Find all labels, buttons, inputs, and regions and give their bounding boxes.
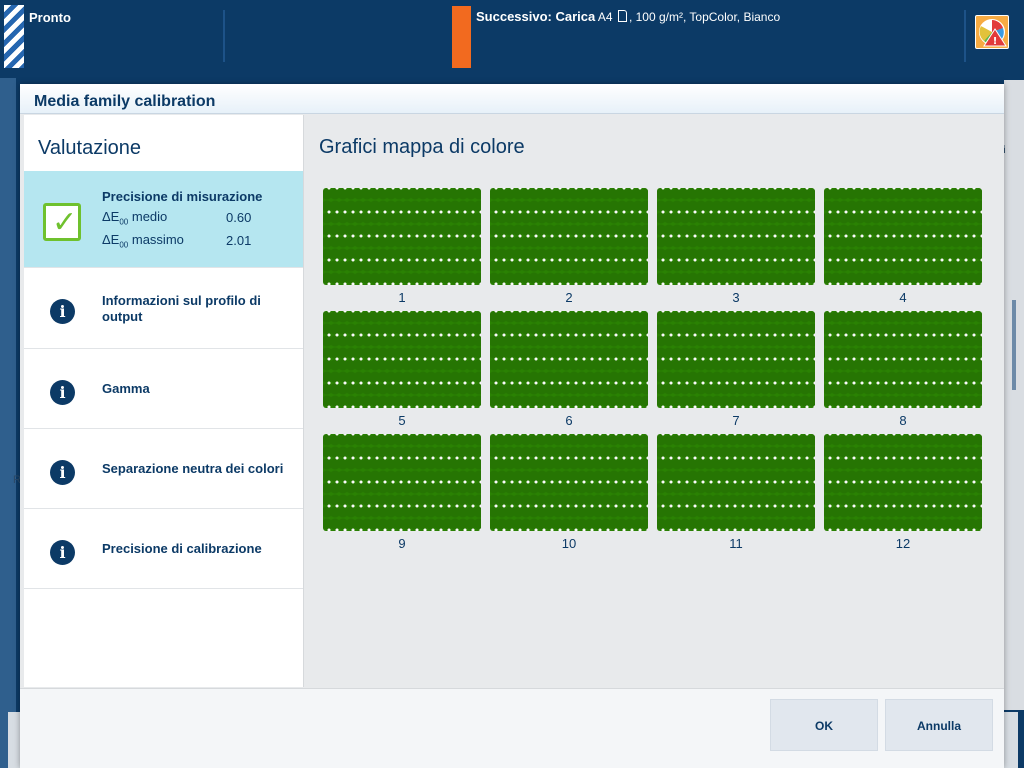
next-job-label: Successivo: Carica xyxy=(476,9,596,24)
chart-pattern xyxy=(490,188,648,285)
chart-pattern xyxy=(490,311,648,408)
background-panel xyxy=(1004,80,1024,710)
color-map-chart[interactable] xyxy=(323,434,481,531)
eval-item-gamut[interactable]: i Gamma xyxy=(24,349,303,429)
svg-text:!: ! xyxy=(993,36,998,47)
calibration-dialog: Media family calibration Valutazione ✓ P… xyxy=(20,84,1004,768)
divider xyxy=(964,10,966,62)
color-map-chart[interactable] xyxy=(323,188,481,285)
color-map-chart[interactable] xyxy=(657,434,815,531)
metric-label: ΔE00 massimo xyxy=(102,232,184,250)
color-map-chart[interactable] xyxy=(323,311,481,408)
chart-pattern xyxy=(323,311,481,408)
chart-pattern xyxy=(824,188,982,285)
color-map-chart[interactable] xyxy=(490,434,648,531)
chart-number: 3 xyxy=(732,290,740,305)
status-stripe-indicator xyxy=(4,5,24,68)
color-map-chart[interactable] xyxy=(657,311,815,408)
next-job-info: Successivo: Carica A4 , 100 g/m², TopCol… xyxy=(476,9,780,24)
eval-item-measurement-precision[interactable]: ✓ Precisione di misurazione ΔE00 medio 0… xyxy=(24,171,303,268)
color-map-chart[interactable] xyxy=(490,311,648,408)
eval-item-calibration-precision[interactable]: i Precisione di calibrazione xyxy=(24,509,303,589)
metric-value: 0.60 xyxy=(226,210,252,225)
chart-number: 12 xyxy=(895,536,911,551)
ok-button[interactable]: OK xyxy=(770,699,878,751)
color-map-chart[interactable] xyxy=(824,311,982,408)
dialog-footer: OK Annulla xyxy=(20,688,1004,768)
alert-icon: ! xyxy=(979,19,1007,47)
queue-status-indicator xyxy=(452,6,471,68)
printer-state: Pronto xyxy=(29,10,71,25)
chart-number: 7 xyxy=(732,413,740,428)
next-job-paper: A4 xyxy=(597,10,613,24)
chart-pattern xyxy=(824,434,982,531)
chart-pattern xyxy=(657,434,815,531)
chart-pattern xyxy=(657,311,815,408)
cancel-button[interactable]: Annulla xyxy=(885,699,993,751)
info-icon: i xyxy=(50,380,75,405)
eval-item-neutral-separation[interactable]: i Separazione neutra dei colori xyxy=(24,429,303,509)
alert-button[interactable]: ! xyxy=(975,15,1009,49)
eval-item-label: Separazione neutra dei colori xyxy=(102,461,284,476)
evaluation-panel: Valutazione ✓ Precisione di misurazione … xyxy=(24,115,304,687)
background-text: R xyxy=(13,474,21,486)
eval-item-label: Precisione di misurazione xyxy=(102,189,263,204)
eval-item-label: Precisione di calibrazione xyxy=(102,541,262,556)
charts-title: Grafici mappa di colore xyxy=(319,136,525,158)
eval-item-label: Gamma xyxy=(102,381,150,396)
color-map-chart[interactable] xyxy=(657,188,815,285)
chart-number: 8 xyxy=(899,413,907,428)
color-map-chart[interactable] xyxy=(824,434,982,531)
color-map-chart[interactable] xyxy=(824,188,982,285)
dialog-title: Media family calibration xyxy=(34,93,216,110)
chart-number: 2 xyxy=(565,290,573,305)
chart-number: 5 xyxy=(398,413,406,428)
info-icon: i xyxy=(50,460,75,485)
eval-item-label: Informazioni sul profilo di output xyxy=(102,293,261,324)
chart-number: 9 xyxy=(398,536,406,551)
dialog-header: Media family calibration xyxy=(20,84,1004,114)
document-icon xyxy=(617,10,627,22)
chart-pattern xyxy=(323,188,481,285)
panel-title: Valutazione xyxy=(38,137,142,159)
background-panel xyxy=(0,78,16,768)
divider xyxy=(223,10,225,62)
check-icon: ✓ xyxy=(43,203,81,241)
chart-pattern xyxy=(657,188,815,285)
next-job-details: , 100 g/m², TopColor, Bianco xyxy=(628,10,781,24)
chart-number: 11 xyxy=(729,536,743,551)
info-icon: i xyxy=(50,540,75,565)
chart-pattern xyxy=(824,311,982,408)
chart-pattern xyxy=(490,434,648,531)
background-scrollbar xyxy=(1012,300,1016,390)
chart-number: 6 xyxy=(565,413,573,428)
metric-label: ΔE00 medio xyxy=(102,209,168,227)
chart-number: 10 xyxy=(561,536,577,551)
eval-item-output-profile[interactable]: i Informazioni sul profilo di output xyxy=(24,269,303,349)
chart-number: 4 xyxy=(899,290,907,305)
status-bar: Pronto Successivo: Carica A4 , 100 g/m²,… xyxy=(0,0,1024,78)
chart-number: 1 xyxy=(398,290,406,305)
color-map-chart[interactable] xyxy=(490,188,648,285)
info-icon: i xyxy=(50,299,75,324)
chart-pattern xyxy=(323,434,481,531)
metric-value: 2.01 xyxy=(226,233,252,248)
